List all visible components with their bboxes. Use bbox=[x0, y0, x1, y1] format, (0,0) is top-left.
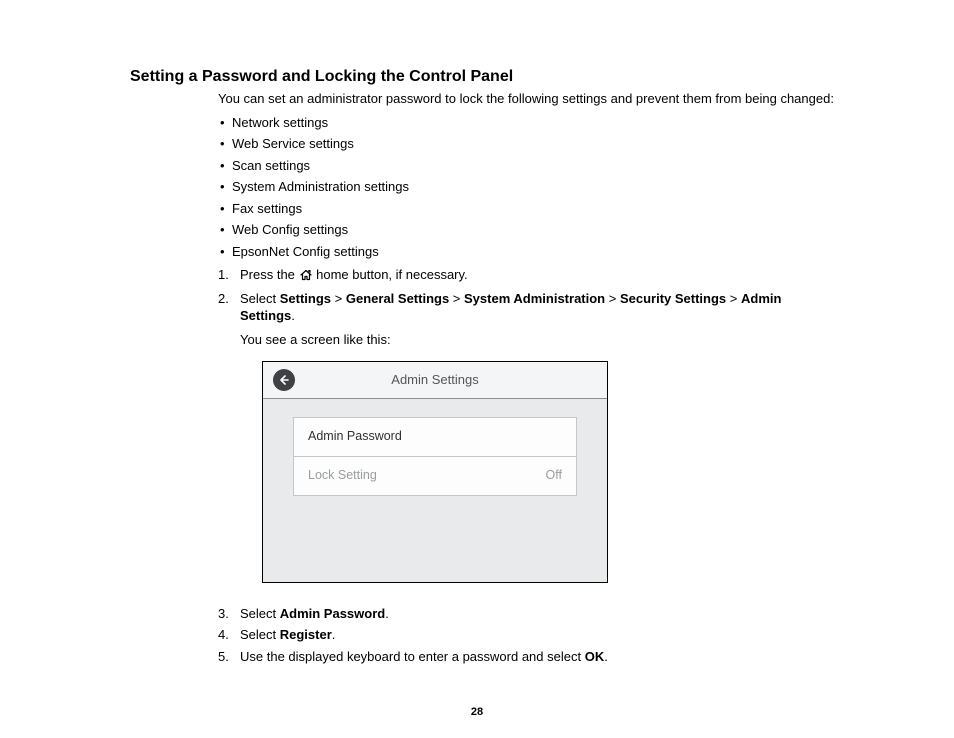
step-4-pre: Select bbox=[240, 627, 280, 642]
intro-paragraph: You can set an administrator password to… bbox=[218, 90, 838, 108]
bullet-item: System Administration settings bbox=[218, 178, 838, 196]
row-label: Lock Setting bbox=[308, 467, 377, 484]
row-label: Admin Password bbox=[308, 428, 402, 445]
step-4: Select Register. bbox=[218, 626, 838, 644]
breadcrumb-sep: > bbox=[726, 291, 741, 306]
bullet-item: Web Config settings bbox=[218, 221, 838, 239]
step-5-bold: OK bbox=[585, 649, 605, 664]
step-1: Press the home button, if necessary. bbox=[218, 266, 838, 286]
step-5-pre: Use the displayed keyboard to enter a pa… bbox=[240, 649, 585, 664]
breadcrumb-sep: > bbox=[449, 291, 464, 306]
step-1-post: home button, if necessary. bbox=[313, 267, 468, 282]
breadcrumb-sysadmin: System Administration bbox=[464, 291, 605, 306]
screen-body: Admin Password Lock Setting Off bbox=[263, 399, 607, 496]
bullet-list: Network settings Web Service settings Sc… bbox=[218, 114, 838, 261]
breadcrumb-sep: > bbox=[605, 291, 620, 306]
step-3: Select Admin Password. bbox=[218, 605, 838, 623]
step-5-end: . bbox=[604, 649, 608, 664]
step-2: Select Settings > General Settings > Sys… bbox=[218, 290, 838, 583]
admin-password-row[interactable]: Admin Password bbox=[293, 417, 577, 456]
step-3-end: . bbox=[385, 606, 389, 621]
step-2-end: . bbox=[291, 308, 295, 323]
step-1-pre: Press the bbox=[240, 267, 299, 282]
ordered-steps: Press the home button, if necessary. Sel… bbox=[218, 266, 838, 665]
back-button[interactable] bbox=[273, 369, 295, 391]
document-page: Setting a Password and Locking the Contr… bbox=[0, 0, 954, 738]
bullet-item: EpsonNet Config settings bbox=[218, 243, 838, 261]
section-heading: Setting a Password and Locking the Contr… bbox=[130, 68, 513, 86]
step-2-pre: Select bbox=[240, 291, 280, 306]
page-number: 28 bbox=[0, 706, 954, 718]
body-column: You can set an administrator password to… bbox=[218, 90, 838, 669]
row-value: Off bbox=[546, 467, 562, 484]
step-3-bold: Admin Password bbox=[280, 606, 385, 621]
step-4-bold: Register bbox=[280, 627, 332, 642]
step-2-subtext: You see a screen like this: bbox=[240, 331, 838, 349]
breadcrumb-general: General Settings bbox=[346, 291, 449, 306]
step-3-pre: Select bbox=[240, 606, 280, 621]
bullet-item: Web Service settings bbox=[218, 135, 838, 153]
breadcrumb-security: Security Settings bbox=[620, 291, 726, 306]
home-icon bbox=[299, 268, 313, 286]
lock-setting-row[interactable]: Lock Setting Off bbox=[293, 456, 577, 496]
step-5: Use the displayed keyboard to enter a pa… bbox=[218, 648, 838, 666]
bullet-item: Fax settings bbox=[218, 200, 838, 218]
admin-settings-screen: Admin Settings Admin Password Lock Setti… bbox=[262, 361, 608, 583]
breadcrumb-settings: Settings bbox=[280, 291, 331, 306]
step-4-end: . bbox=[332, 627, 336, 642]
screen-title: Admin Settings bbox=[263, 371, 607, 389]
arrow-left-icon bbox=[278, 374, 290, 386]
breadcrumb-sep: > bbox=[331, 291, 346, 306]
bullet-item: Scan settings bbox=[218, 157, 838, 175]
embedded-screenshot: Admin Settings Admin Password Lock Setti… bbox=[262, 361, 838, 583]
bullet-item: Network settings bbox=[218, 114, 838, 132]
screen-header: Admin Settings bbox=[263, 362, 607, 399]
